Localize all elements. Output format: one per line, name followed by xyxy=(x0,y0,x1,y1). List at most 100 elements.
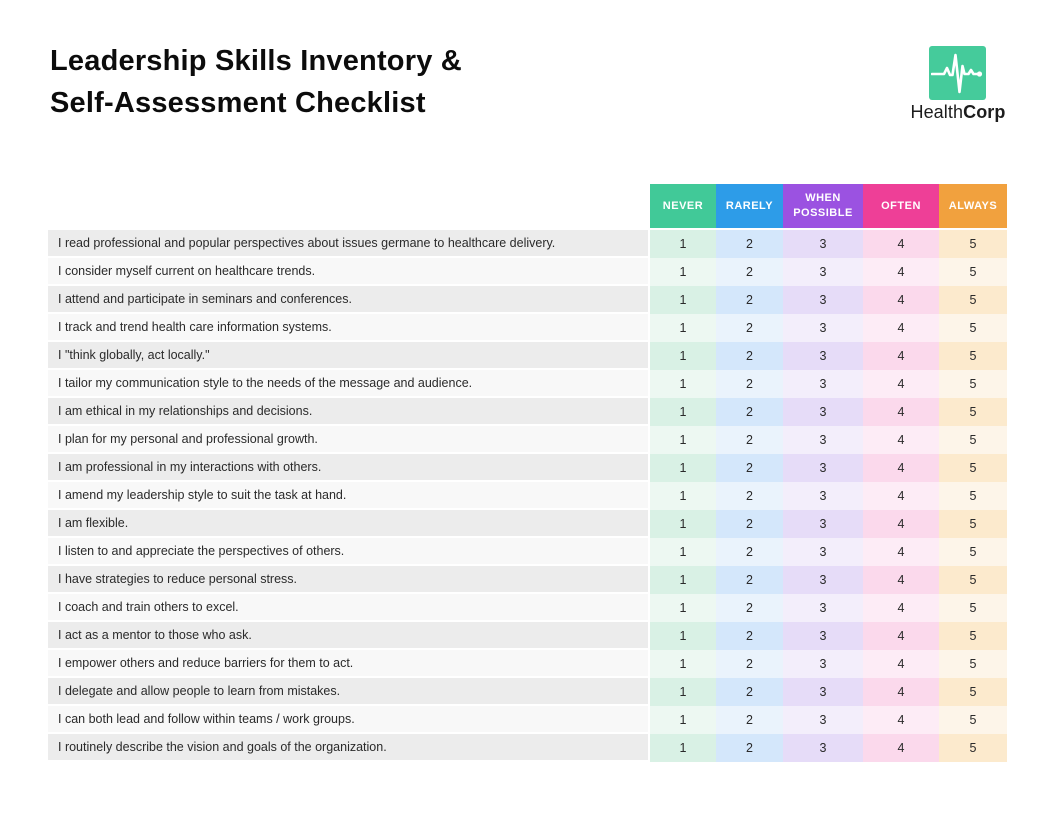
rating-cell-4[interactable]: 4 xyxy=(863,650,939,678)
rating-cell-1[interactable]: 1 xyxy=(650,426,716,454)
rating-cell-4[interactable]: 4 xyxy=(863,398,939,426)
rating-cell-5[interactable]: 5 xyxy=(939,510,1007,538)
rating-cell-5[interactable]: 5 xyxy=(939,650,1007,678)
rating-cell-1[interactable]: 1 xyxy=(650,734,716,762)
rating-cell-2[interactable]: 2 xyxy=(716,398,783,426)
rating-cell-5[interactable]: 5 xyxy=(939,538,1007,566)
rating-cell-1[interactable]: 1 xyxy=(650,594,716,622)
rating-cell-4[interactable]: 4 xyxy=(863,622,939,650)
rating-cell-4[interactable]: 4 xyxy=(863,342,939,370)
rating-cell-1[interactable]: 1 xyxy=(650,314,716,342)
rating-cell-4[interactable]: 4 xyxy=(863,230,939,258)
rating-cell-5[interactable]: 5 xyxy=(939,594,1007,622)
rating-cell-3[interactable]: 3 xyxy=(783,482,863,510)
rating-cell-4[interactable]: 4 xyxy=(863,678,939,706)
rating-cell-1[interactable]: 1 xyxy=(650,286,716,314)
rating-cell-2[interactable]: 2 xyxy=(716,258,783,286)
rating-cell-2[interactable]: 2 xyxy=(716,230,783,258)
rating-cell-5[interactable]: 5 xyxy=(939,566,1007,594)
rating-cell-2[interactable]: 2 xyxy=(716,538,783,566)
rating-cell-2[interactable]: 2 xyxy=(716,454,783,482)
rating-cell-1[interactable]: 1 xyxy=(650,258,716,286)
rating-cell-2[interactable]: 2 xyxy=(716,566,783,594)
rating-cell-1[interactable]: 1 xyxy=(650,482,716,510)
rating-cell-5[interactable]: 5 xyxy=(939,342,1007,370)
rating-cell-3[interactable]: 3 xyxy=(783,454,863,482)
rating-cell-2[interactable]: 2 xyxy=(716,678,783,706)
rating-cell-4[interactable]: 4 xyxy=(863,594,939,622)
rating-cell-1[interactable]: 1 xyxy=(650,398,716,426)
rating-cell-3[interactable]: 3 xyxy=(783,286,863,314)
rating-cell-1[interactable]: 1 xyxy=(650,510,716,538)
rating-cell-5[interactable]: 5 xyxy=(939,230,1007,258)
rating-cell-3[interactable]: 3 xyxy=(783,510,863,538)
rating-cell-3[interactable]: 3 xyxy=(783,650,863,678)
rating-cell-3[interactable]: 3 xyxy=(783,230,863,258)
rating-cell-3[interactable]: 3 xyxy=(783,706,863,734)
rating-cell-4[interactable]: 4 xyxy=(863,454,939,482)
rating-cell-2[interactable]: 2 xyxy=(716,342,783,370)
rating-cell-5[interactable]: 5 xyxy=(939,454,1007,482)
rating-cell-4[interactable]: 4 xyxy=(863,706,939,734)
rating-cell-1[interactable]: 1 xyxy=(650,678,716,706)
rating-cell-4[interactable]: 4 xyxy=(863,370,939,398)
rating-cell-4[interactable]: 4 xyxy=(863,566,939,594)
rating-cell-4[interactable]: 4 xyxy=(863,538,939,566)
rating-cell-3[interactable]: 3 xyxy=(783,734,863,762)
table-row: I listen to and appreciate the perspecti… xyxy=(48,538,1007,566)
rating-cell-3[interactable]: 3 xyxy=(783,566,863,594)
rating-cell-3[interactable]: 3 xyxy=(783,594,863,622)
rating-cell-3[interactable]: 3 xyxy=(783,426,863,454)
rating-cell-4[interactable]: 4 xyxy=(863,482,939,510)
rating-cell-2[interactable]: 2 xyxy=(716,482,783,510)
rating-cell-3[interactable]: 3 xyxy=(783,398,863,426)
rating-cell-2[interactable]: 2 xyxy=(716,370,783,398)
table-row: I am ethical in my relationships and dec… xyxy=(48,398,1007,426)
rating-cell-5[interactable]: 5 xyxy=(939,426,1007,454)
rating-cell-1[interactable]: 1 xyxy=(650,566,716,594)
rating-cell-3[interactable]: 3 xyxy=(783,622,863,650)
rating-cell-5[interactable]: 5 xyxy=(939,314,1007,342)
rating-cell-3[interactable]: 3 xyxy=(783,370,863,398)
rating-cell-3[interactable]: 3 xyxy=(783,258,863,286)
table-row: I amend my leadership style to suit the … xyxy=(48,482,1007,510)
rating-cell-1[interactable]: 1 xyxy=(650,538,716,566)
rating-cell-2[interactable]: 2 xyxy=(716,706,783,734)
rating-cell-5[interactable]: 5 xyxy=(939,258,1007,286)
rating-cell-3[interactable]: 3 xyxy=(783,678,863,706)
rating-cell-3[interactable]: 3 xyxy=(783,314,863,342)
rating-cell-3[interactable]: 3 xyxy=(783,342,863,370)
rating-cell-1[interactable]: 1 xyxy=(650,342,716,370)
rating-cell-5[interactable]: 5 xyxy=(939,370,1007,398)
rating-cell-4[interactable]: 4 xyxy=(863,510,939,538)
rating-cell-2[interactable]: 2 xyxy=(716,594,783,622)
rating-cell-5[interactable]: 5 xyxy=(939,398,1007,426)
rating-cell-1[interactable]: 1 xyxy=(650,622,716,650)
rating-cell-5[interactable]: 5 xyxy=(939,622,1007,650)
rating-cell-2[interactable]: 2 xyxy=(716,650,783,678)
rating-cell-4[interactable]: 4 xyxy=(863,286,939,314)
rating-cell-4[interactable]: 4 xyxy=(863,314,939,342)
rating-cell-5[interactable]: 5 xyxy=(939,286,1007,314)
rating-cell-2[interactable]: 2 xyxy=(716,426,783,454)
rating-cell-2[interactable]: 2 xyxy=(716,314,783,342)
rating-cell-4[interactable]: 4 xyxy=(863,258,939,286)
rating-cell-2[interactable]: 2 xyxy=(716,286,783,314)
rating-cell-1[interactable]: 1 xyxy=(650,230,716,258)
rating-cell-1[interactable]: 1 xyxy=(650,706,716,734)
rating-cell-5[interactable]: 5 xyxy=(939,734,1007,762)
rating-cell-5[interactable]: 5 xyxy=(939,482,1007,510)
rating-cell-1[interactable]: 1 xyxy=(650,370,716,398)
rating-cell-2[interactable]: 2 xyxy=(716,510,783,538)
rating-cell-1[interactable]: 1 xyxy=(650,454,716,482)
statement-cell: I can both lead and follow within teams … xyxy=(48,706,650,734)
rating-cell-4[interactable]: 4 xyxy=(863,734,939,762)
rating-cell-1[interactable]: 1 xyxy=(650,650,716,678)
rating-cell-2[interactable]: 2 xyxy=(716,622,783,650)
rating-cell-3[interactable]: 3 xyxy=(783,538,863,566)
rating-cell-4[interactable]: 4 xyxy=(863,426,939,454)
rating-cell-5[interactable]: 5 xyxy=(939,678,1007,706)
rating-cell-2[interactable]: 2 xyxy=(716,734,783,762)
statement-cell: I empower others and reduce barriers for… xyxy=(48,650,650,678)
rating-cell-5[interactable]: 5 xyxy=(939,706,1007,734)
